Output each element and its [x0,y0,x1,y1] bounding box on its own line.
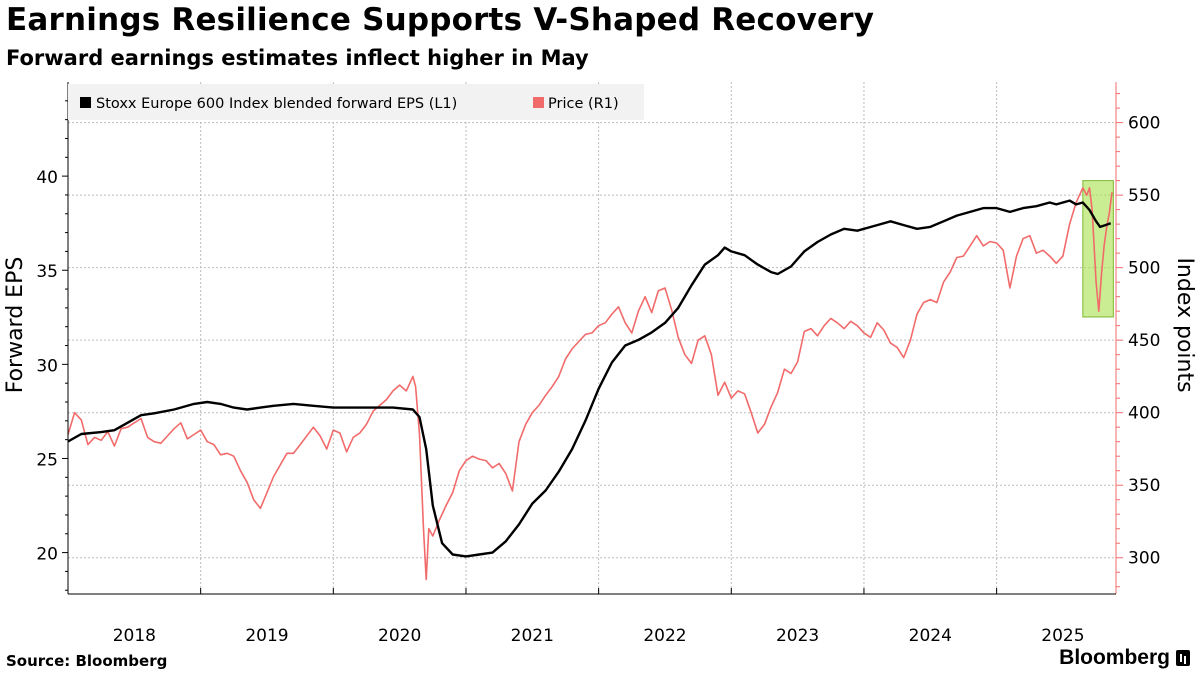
y-right-tick-label: 300 [1128,549,1160,569]
chart-subtitle: Forward earnings estimates inflect highe… [6,46,589,70]
y-left-tick-label: 40 [36,168,58,188]
ticks: 2018 2019 2020 2021 2022 2023 2024 202530035040… [36,93,1160,646]
axes [67,82,1117,595]
y-left-tick-label: 35 [36,262,58,282]
x-tick-label: 2019 [245,626,288,646]
series-line-price [67,187,1113,581]
y-left-tick-label: 30 [36,356,58,376]
y-left-axis-label: Forward EPS [3,257,28,394]
y-left-tick-label: 25 [36,450,58,470]
y-right-axis-label: Index points [1172,257,1197,392]
legend-swatch-price [533,97,544,108]
legend-background [68,84,644,120]
series-line-eps [67,199,1112,558]
highlight-box [1082,180,1114,318]
legend-swatch-eps [80,97,91,108]
y-right-tick-label: 350 [1128,476,1160,496]
y-right-tick-label: 550 [1128,186,1160,206]
legend: Stoxx Europe 600 Index blended forward E… [68,84,644,120]
brand-wordmark: Bloomberg [1059,646,1170,669]
y-right-tick-label: 500 [1128,259,1160,279]
x-tick-label: 2024 [909,626,952,646]
legend-label-eps: Stoxx Europe 600 Index blended forward E… [96,96,457,112]
source-note: Source: Bloomberg [6,652,168,670]
x-tick-label: 2022 [643,626,686,646]
y-left-tick-label: 20 [36,545,58,565]
series-layer [67,187,1113,581]
grid [68,82,1116,594]
chart-title: Earnings Resilience Supports V-Shaped Re… [6,2,875,38]
bloomberg-logo: Bloomberg [1059,646,1190,670]
x-tick-label: 2018 [113,626,156,646]
x-tick-label: 2021 [511,626,554,646]
legend-label-price: Price (R1) [548,96,619,112]
highlight-layer [1082,180,1114,318]
y-right-tick-label: 600 [1128,114,1160,134]
y-right-tick-label: 450 [1128,331,1160,351]
x-tick-label: 2023 [776,626,819,646]
bloomberg-terminal-icon [1176,650,1190,666]
x-tick-label: 2020 [378,626,421,646]
x-tick-label: 2025 [1041,626,1084,646]
y-right-tick-label: 400 [1128,404,1160,424]
plot-background [68,82,1116,594]
